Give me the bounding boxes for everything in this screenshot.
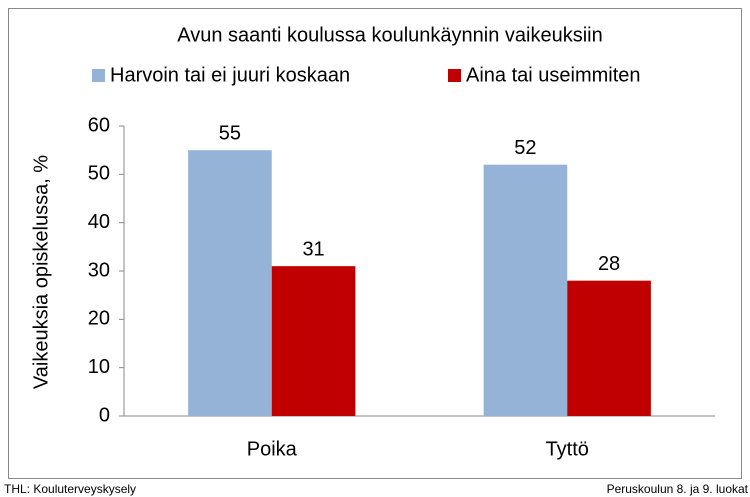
note: Peruskoulun 8. ja 9. luokat [607, 482, 749, 496]
bar [271, 266, 356, 416]
data-label: 55 [219, 122, 241, 144]
bar [188, 150, 272, 416]
chart-title: Avun saanti koulussa koulunkäynnin vaike… [177, 24, 602, 46]
y-tick-label: 60 [88, 114, 110, 136]
legend-swatch [92, 69, 105, 82]
y-axis-label: Vaikeuksia opiskelussa, % [30, 155, 52, 389]
source: THL: Kouluterveyskysely [4, 482, 136, 496]
y-tick-label: 30 [88, 259, 110, 281]
y-tick-label: 40 [88, 211, 110, 233]
data-label: 28 [598, 253, 620, 275]
bar [483, 164, 568, 416]
legend-label: Harvoin tai ei juuri koskaan [110, 64, 350, 86]
data-label: 31 [302, 238, 324, 260]
y-tick-label: 50 [88, 163, 110, 185]
y-tick-label: 20 [88, 308, 110, 330]
bar [567, 280, 651, 416]
legend-swatch [448, 69, 461, 82]
x-tick-label: Tyttö [546, 438, 589, 460]
legend-label: Aina tai useimmiten [466, 64, 641, 86]
y-tick-label: 0 [99, 404, 110, 426]
data-label: 52 [514, 137, 536, 159]
y-tick-label: 10 [88, 356, 110, 378]
x-tick-label: Poika [247, 438, 298, 460]
